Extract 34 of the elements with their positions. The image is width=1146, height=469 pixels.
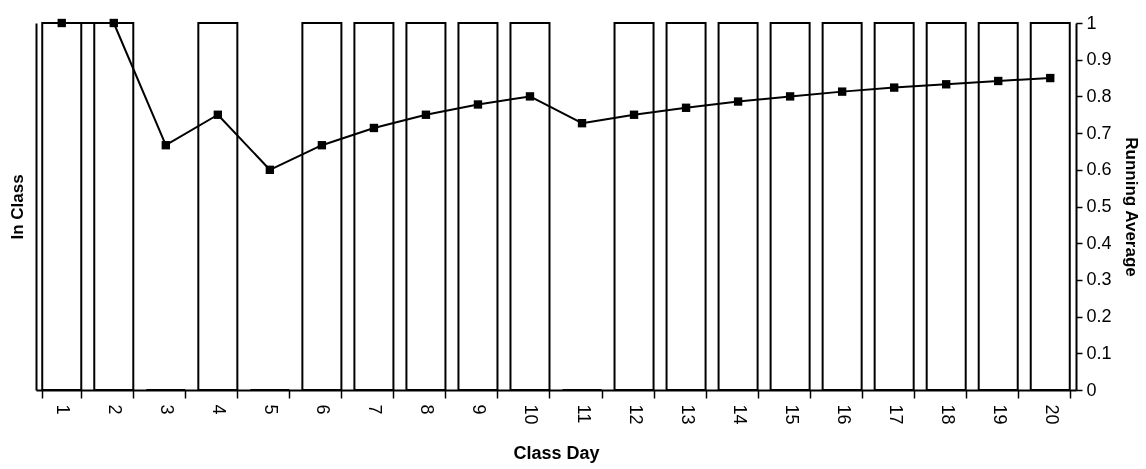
x-tick-label: 14 xyxy=(729,404,750,425)
x-tick-label: 3 xyxy=(157,404,178,415)
y2-tick-label: 0 xyxy=(1086,379,1097,400)
x-tick-label: 19 xyxy=(989,404,1010,425)
x-tick-label: 11 xyxy=(573,404,594,424)
x-axis-title: Class Day xyxy=(513,442,600,463)
y2-tick-label: 0.9 xyxy=(1086,49,1112,70)
x-tick-label: 2 xyxy=(105,404,126,415)
x-tick-label: 5 xyxy=(261,404,282,415)
y2-tick-label: 0.5 xyxy=(1086,196,1112,216)
y2-tick-label: 0.3 xyxy=(1086,269,1112,290)
y2-tick-label: 0.1 xyxy=(1086,342,1112,363)
x-tick-label: 17 xyxy=(885,404,906,425)
y2-tick-label: 0.4 xyxy=(1086,232,1112,253)
y2-tick-label: 0.7 xyxy=(1086,122,1112,143)
y2-tick-label: 0.8 xyxy=(1086,85,1112,106)
y2-tick-label: 0.2 xyxy=(1086,306,1112,327)
x-tick-label: 10 xyxy=(521,404,542,425)
x-tick-label: 13 xyxy=(677,404,698,425)
y2-tick-label: 0.6 xyxy=(1086,159,1112,180)
x-tick-label: 18 xyxy=(937,404,958,425)
x-tick-label: 6 xyxy=(313,404,334,415)
x-tick-label: 20 xyxy=(1041,404,1062,425)
x-tick-label: 8 xyxy=(417,404,438,415)
x-tick-label: 7 xyxy=(365,404,386,415)
y-axis-title: In Class xyxy=(7,174,27,240)
y2-axis-title: Running Average xyxy=(1121,137,1141,277)
x-tick-label: 16 xyxy=(833,404,854,425)
x-tick-label: 9 xyxy=(469,404,490,415)
x-tick-label: 1 xyxy=(53,404,74,415)
x-tick-label: 15 xyxy=(781,404,802,425)
x-tick-label: 4 xyxy=(209,404,230,415)
y2-tick-label: 1 xyxy=(1086,12,1097,33)
x-tick-label: 12 xyxy=(625,404,646,425)
